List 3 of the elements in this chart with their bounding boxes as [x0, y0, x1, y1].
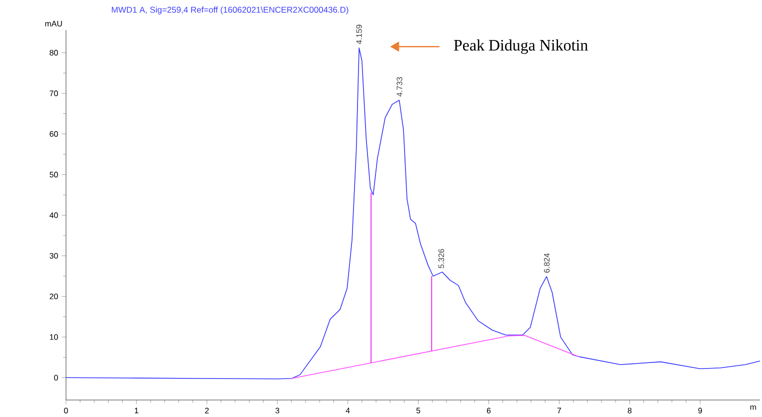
chart-title: MWD1 A, Sig=259,4 Ref=off (16062021\ENCER2XC000436.D)	[112, 6, 348, 14]
annotation: Peak Diduga Nikotin	[454, 39, 588, 54]
line-series	[291, 335, 579, 379]
